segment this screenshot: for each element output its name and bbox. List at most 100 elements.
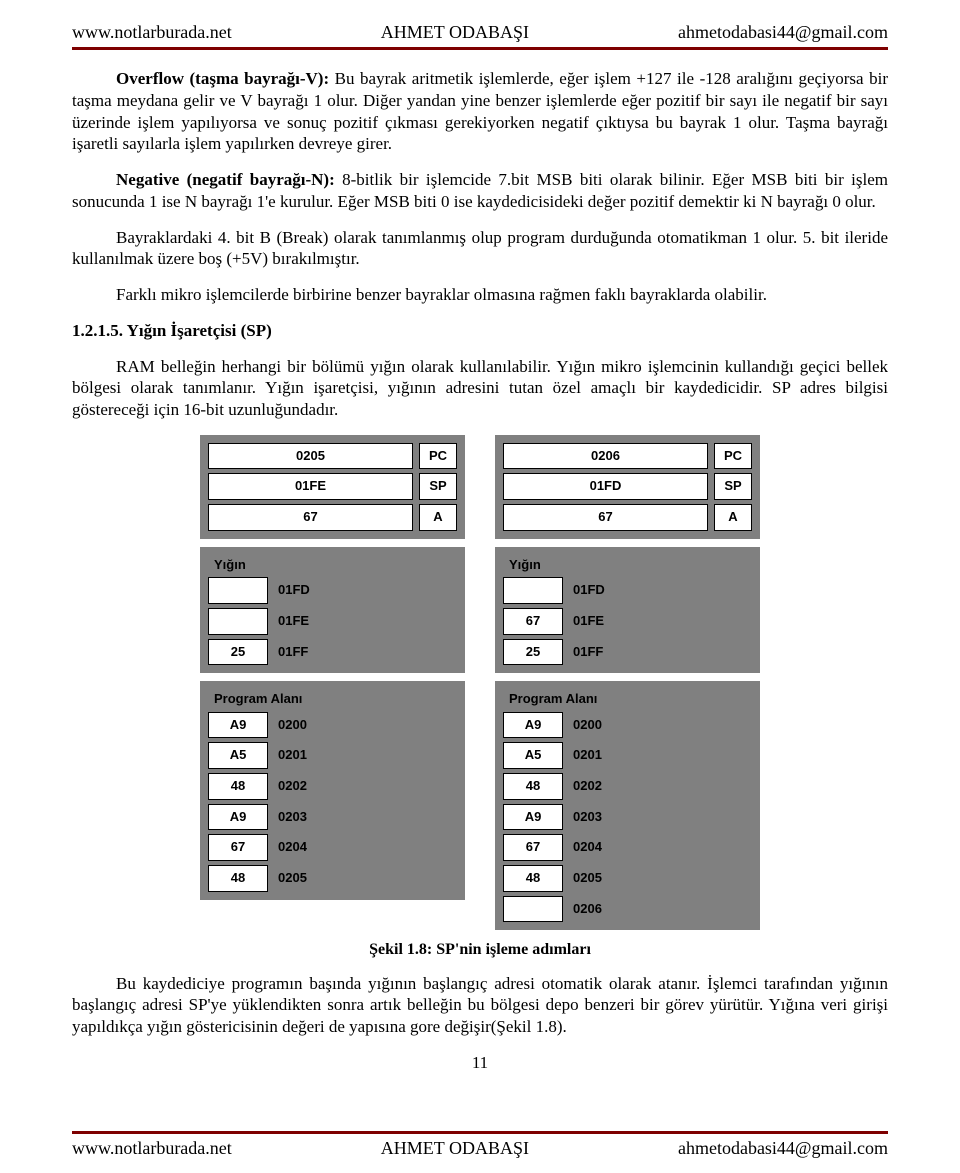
memory-row: 67 0204: [503, 834, 752, 861]
memory-row: A5 0201: [208, 742, 457, 769]
memory-value: 48: [503, 865, 563, 892]
footer-left: www.notlarburada.net: [72, 1138, 232, 1159]
sp-diagram: 0205PC01FESP67A Yığın 01FD 01FE2501FF Pr…: [200, 435, 760, 930]
right-prog-panel: Program Alanı A9 0200 A50201 48 0202 A9 0203 67…: [495, 681, 760, 930]
memory-address: 0206: [569, 901, 617, 918]
memory-value: A9: [208, 712, 268, 739]
memory-address: 0205: [569, 870, 617, 887]
memory-row: 01FE: [208, 608, 457, 635]
para-negative: Negative (negatif bayrağı-N): 8-bitlik b…: [72, 169, 888, 213]
stack-title: Yığın: [208, 555, 457, 578]
memory-address: 0200: [274, 717, 322, 734]
register-value: 0206: [503, 443, 708, 470]
memory-address: 01FE: [274, 613, 322, 630]
diagram-left: 0205PC01FESP67A Yığın 01FD 01FE2501FF Pr…: [200, 435, 465, 930]
memory-row: 48 0202: [503, 773, 752, 800]
memory-value: 67: [503, 834, 563, 861]
memory-value: A5: [208, 742, 268, 769]
right-stack-panel: Yığın 01FD 67 01FE 25 01FF: [495, 547, 760, 674]
memory-row: 25 01FF: [503, 639, 752, 666]
memory-address: 0202: [274, 778, 322, 795]
memory-value: A5: [503, 742, 563, 769]
memory-row: A9 0203: [208, 804, 457, 831]
register-name: SP: [419, 473, 457, 500]
header-rule: [72, 47, 888, 50]
memory-value: 48: [208, 773, 268, 800]
memory-address: 01FD: [569, 582, 617, 599]
para-sp: RAM belleğin herhangi bir bölümü yığın o…: [72, 356, 888, 421]
memory-value: 67: [208, 834, 268, 861]
memory-row: A50201: [503, 742, 752, 769]
register-value: 67: [503, 504, 708, 531]
register-name: PC: [419, 443, 457, 470]
memory-row: A9 0203: [503, 804, 752, 831]
para-break: Bayraklardaki 4. bit B (Break) olarak ta…: [72, 227, 888, 271]
memory-value: [208, 608, 268, 635]
para-overflow: Overflow (taşma bayrağı-V): Bu bayrak ar…: [72, 68, 888, 155]
register-row: 01FESP: [208, 473, 457, 500]
memory-value: 67: [503, 608, 563, 635]
memory-value: [208, 577, 268, 604]
diagram-right: 0206PC01FDSP67A Yığın 01FD6701FE2501FF P…: [495, 435, 760, 930]
memory-row: 01FD: [503, 577, 752, 604]
overflow-lead: Overflow (taşma bayrağı-V):: [116, 69, 329, 88]
negative-lead: Negative (negatif bayrağı-N):: [116, 170, 335, 189]
memory-address: 01FF: [274, 644, 322, 661]
left-prog-panel: Program Alanı A9 0200 A5 0201 48 0202 A9 0203 67…: [200, 681, 465, 899]
memory-row: A9 0200: [208, 712, 457, 739]
memory-address: 01FE: [569, 613, 617, 630]
footer-center: AHMET ODABAŞI: [381, 1138, 529, 1159]
memory-address: 0203: [569, 809, 617, 826]
memory-address: 01FD: [274, 582, 322, 599]
memory-row: 67 01FE: [503, 608, 752, 635]
memory-row: 48 0205: [503, 865, 752, 892]
body: Overflow (taşma bayrağı-V): Bu bayrak ar…: [72, 68, 888, 1074]
memory-address: 0204: [274, 839, 322, 856]
memory-value: A9: [503, 712, 563, 739]
register-value: 0205: [208, 443, 413, 470]
page-footer: www.notlarburada.net AHMET ODABAŞI ahmet…: [72, 1125, 888, 1159]
register-name: PC: [714, 443, 752, 470]
register-row: 0206PC: [503, 443, 752, 470]
register-value: 01FE: [208, 473, 413, 500]
right-regs-panel: 0206PC01FDSP67A: [495, 435, 760, 539]
memory-value: 25: [503, 639, 563, 666]
register-value: 67: [208, 504, 413, 531]
register-row: 0205PC: [208, 443, 457, 470]
memory-address: 0202: [569, 778, 617, 795]
para-after-fig: Bu kaydediciye programın başında yığının…: [72, 973, 888, 1038]
left-regs-panel: 0205PC01FESP67A: [200, 435, 465, 539]
footer-right: ahmetodabasi44@gmail.com: [678, 1138, 888, 1159]
memory-address: 0200: [569, 717, 617, 734]
register-row: 67A: [503, 504, 752, 531]
memory-value: 48: [208, 865, 268, 892]
memory-address: 0203: [274, 809, 322, 826]
register-row: 67A: [208, 504, 457, 531]
footer-rule: [72, 1131, 888, 1134]
figure-caption: Şekil 1.8: SP'nin işleme adımları: [72, 940, 888, 960]
memory-address: 0204: [569, 839, 617, 856]
memory-address: 01FF: [569, 644, 617, 661]
memory-row: 0206: [503, 896, 752, 923]
section-title-sp: 1.2.1.5. Yığın İşaretçisi (SP): [72, 320, 888, 342]
memory-value: A9: [208, 804, 268, 831]
memory-row: 48 0202: [208, 773, 457, 800]
memory-row: 67 0204: [208, 834, 457, 861]
memory-address: 0205: [274, 870, 322, 887]
register-name: SP: [714, 473, 752, 500]
header-center: AHMET ODABAŞI: [381, 22, 529, 43]
register-value: 01FD: [503, 473, 708, 500]
header-right: ahmetodabasi44@gmail.com: [678, 22, 888, 43]
register-row: 01FDSP: [503, 473, 752, 500]
stack-title-r: Yığın: [503, 555, 752, 578]
memory-row: A9 0200: [503, 712, 752, 739]
memory-address: 0201: [274, 747, 322, 764]
memory-value: A9: [503, 804, 563, 831]
page-header: www.notlarburada.net AHMET ODABAŞI ahmet…: [72, 22, 888, 43]
memory-value: [503, 896, 563, 923]
prog-title: Program Alanı: [208, 689, 457, 712]
memory-row: 01FD: [208, 577, 457, 604]
register-name: A: [714, 504, 752, 531]
prog-title-r: Program Alanı: [503, 689, 752, 712]
memory-value: 48: [503, 773, 563, 800]
